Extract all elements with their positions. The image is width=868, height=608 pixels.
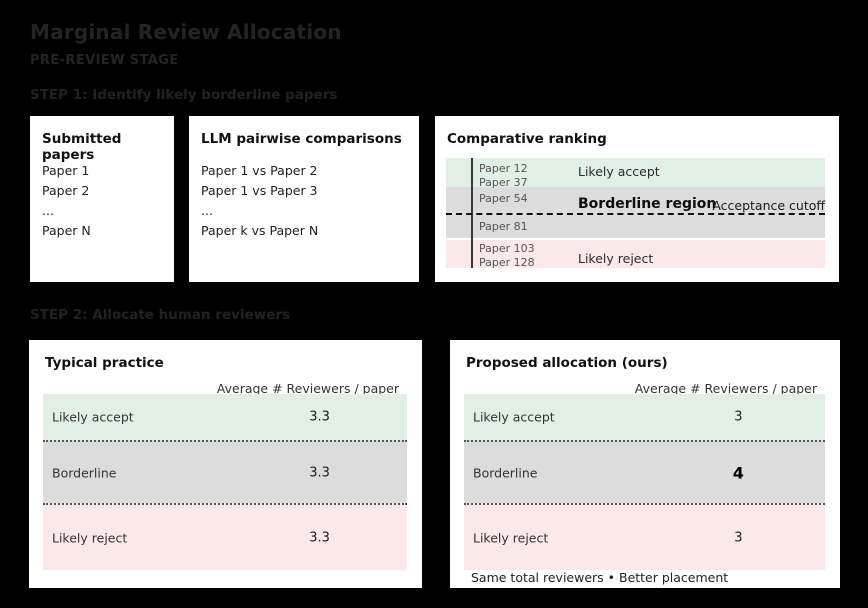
table-row: Likely accept 3: [464, 394, 825, 440]
row-value-emphasized: 4: [732, 463, 744, 482]
paper-label: Paper 128: [479, 256, 535, 269]
pairwise-comparisons-list: Paper 1 vs Paper 2 Paper 1 vs Paper 3 ..…: [201, 161, 318, 241]
row-value: 3: [734, 530, 743, 545]
table-row: Likely reject 3.3: [43, 503, 407, 570]
row-label: Likely reject: [473, 530, 549, 545]
table-row: Borderline 3.3: [43, 440, 407, 503]
stage-subtitle: PRE-REVIEW STAGE: [30, 53, 179, 68]
row-value: 3: [734, 409, 743, 425]
list-item: Paper 1 vs Paper 3: [201, 183, 318, 198]
likely-reject-label: Likely reject: [578, 251, 654, 266]
likely-accept-label: Likely accept: [578, 164, 660, 179]
borderline-region-label: Borderline region: [578, 196, 717, 212]
acceptance-cutoff-line: [446, 213, 825, 215]
list-item: Paper N: [42, 223, 91, 238]
list-item: ...: [42, 203, 54, 218]
list-item: ...: [201, 203, 213, 218]
pairwise-comparisons-panel: LLM pairwise comparisons Paper 1 vs Pape…: [189, 116, 419, 282]
submitted-papers-panel: Submitted papers Paper 1 Paper 2 ... Pap…: [30, 116, 174, 282]
borderline-band: [446, 187, 825, 238]
paper-label: Paper 37: [479, 176, 528, 189]
typical-practice-panel: Typical practice Average # Reviewers / p…: [29, 340, 422, 588]
table-row: Likely reject 3: [464, 503, 825, 570]
row-value: 3.3: [309, 465, 330, 480]
row-value: 3.3: [309, 530, 330, 545]
step2-heading: STEP 2: Allocate human reviewers: [30, 307, 291, 323]
row-value: 3.3: [309, 409, 330, 425]
allocation-table: Likely accept 3 Borderline 4 Likely reje…: [464, 394, 825, 570]
paper-label: Paper 81: [479, 220, 528, 233]
row-label: Likely accept: [473, 409, 555, 425]
reject-band: [446, 240, 825, 268]
comparative-ranking-title: Comparative ranking: [447, 131, 607, 147]
list-item: Paper k vs Paper N: [201, 223, 319, 238]
borderline-paper-label-below: Paper 81: [479, 220, 528, 234]
table-row: Borderline 4: [464, 440, 825, 503]
row-label: Borderline: [473, 465, 538, 480]
step1-heading: STEP 1: Identify likely borderline paper…: [30, 87, 338, 103]
accept-band: [446, 158, 825, 187]
table-row: Likely accept 3.3: [43, 394, 407, 440]
row-label: Likely reject: [52, 530, 128, 545]
submitted-papers-title: Submitted papers: [42, 131, 122, 163]
page-title: Marginal Review Allocation: [30, 20, 342, 44]
list-item: Paper 1 vs Paper 2: [201, 163, 318, 178]
reviewers-per-paper-header: Average # Reviewers / paper: [634, 381, 817, 396]
proposed-allocation-title: Proposed allocation (ours): [466, 355, 668, 371]
list-item: Paper 2: [42, 183, 90, 198]
accept-paper-labels: Paper 12 Paper 37: [479, 162, 528, 190]
list-item: Paper 1: [42, 163, 90, 178]
paper-label: Paper 12: [479, 162, 528, 175]
row-label: Likely accept: [52, 409, 134, 425]
submitted-papers-list: Paper 1 Paper 2 ... Paper N: [42, 161, 91, 241]
borderline-paper-label-above: Paper 54: [479, 192, 528, 206]
reviewers-per-paper-header: Average # Reviewers / paper: [216, 381, 399, 396]
comparative-ranking-panel: Comparative ranking Paper 12 Paper 37 Pa…: [435, 116, 839, 282]
allocation-table: Likely accept 3.3 Borderline 3.3 Likely …: [43, 394, 407, 570]
acceptance-cutoff-label: Acceptance cutoff: [712, 198, 825, 213]
reject-paper-labels: Paper 103 Paper 128: [479, 242, 535, 270]
typical-practice-title: Typical practice: [45, 355, 164, 371]
pairwise-comparisons-title: LLM pairwise comparisons: [201, 131, 402, 147]
ranking-chart: Paper 12 Paper 37 Paper 54 Paper 81 Pape…: [446, 158, 825, 270]
paper-label: Paper 103: [479, 242, 535, 255]
paper-label: Paper 54: [479, 192, 528, 205]
row-label: Borderline: [52, 465, 117, 480]
allocation-footer-note: Same total reviewers • Better placement: [471, 570, 729, 585]
proposed-allocation-panel: Proposed allocation (ours) Average # Rev…: [450, 340, 840, 588]
